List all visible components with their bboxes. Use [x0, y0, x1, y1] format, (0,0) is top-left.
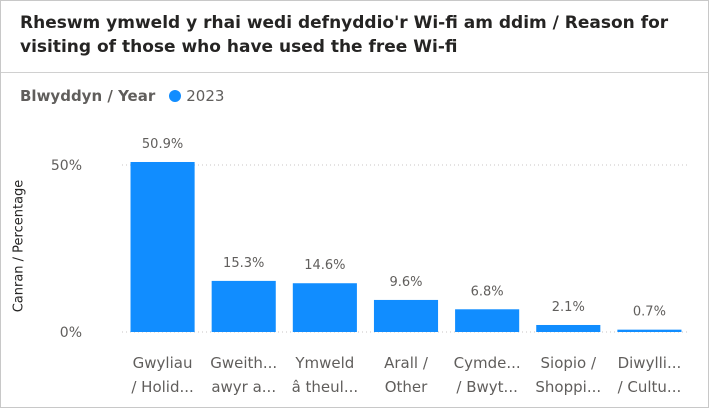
bar	[455, 309, 520, 332]
x-tick-label: / Cultu...	[618, 378, 682, 396]
x-tick-label: Diwylli...	[618, 354, 682, 372]
x-tick-label: Ymweld	[294, 354, 354, 372]
y-tick-label: 0%	[60, 325, 82, 341]
x-tick-label: â theul...	[292, 378, 359, 396]
data-label: 2.1%	[552, 300, 585, 315]
data-label: 9.6%	[389, 275, 422, 290]
x-tick-label: Shoppi...	[535, 378, 601, 396]
title-divider	[1, 72, 708, 73]
y-tick-label: 50%	[51, 158, 82, 174]
x-tick-label: Arall /	[384, 354, 429, 372]
x-tick-label: Gweith...	[210, 354, 277, 372]
x-tick-label: Siopio /	[541, 354, 598, 372]
bar	[292, 283, 357, 332]
data-label: 6.8%	[471, 284, 504, 299]
data-label: 0.7%	[633, 305, 666, 320]
x-tick-label: / Holid...	[131, 378, 193, 396]
bar	[130, 161, 195, 332]
data-label: 50.9%	[142, 137, 183, 152]
x-tick-label: Gwyliau	[133, 354, 193, 372]
bar	[617, 329, 682, 332]
data-label: 15.3%	[223, 256, 264, 271]
legend-swatch	[169, 90, 182, 102]
x-tick-label: Other	[385, 378, 428, 396]
legend: Blwyddyn / Year 2023	[20, 86, 224, 106]
legend-title: Blwyddyn / Year	[20, 87, 156, 105]
data-label: 14.6%	[304, 258, 345, 273]
x-tick-label: / Bwyt...	[456, 378, 517, 396]
bar	[211, 280, 276, 332]
bar	[536, 324, 601, 332]
bar	[373, 299, 439, 332]
x-tick-label: Cymde...	[454, 354, 521, 372]
x-tick-label: awyr a...	[211, 378, 276, 396]
legend-label: 2023	[186, 87, 225, 105]
chart-title: Rheswm ymweld y rhai wedi defnyddio'r Wi…	[20, 13, 669, 57]
